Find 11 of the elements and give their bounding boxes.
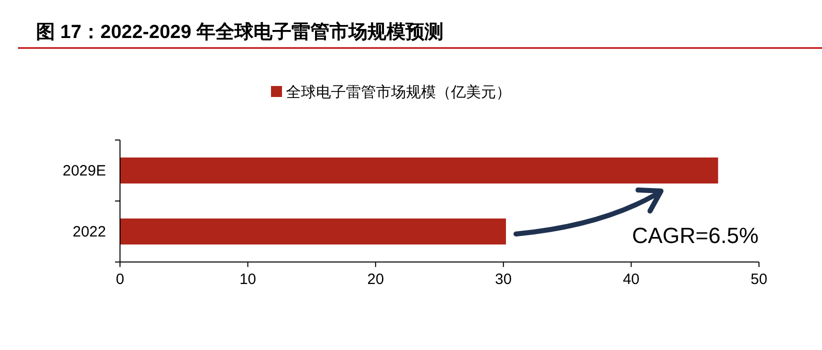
chart-title: 图 17：2022-2029 年全球电子雷管市场规模预测 bbox=[36, 21, 444, 43]
x-tick-label: 30 bbox=[495, 271, 512, 288]
x-tick-label: 50 bbox=[750, 271, 768, 288]
x-tick-label: 10 bbox=[239, 271, 256, 288]
legend-label: 全球电子雷管市场规模（亿美元） bbox=[286, 84, 511, 101]
x-tick-label: 0 bbox=[116, 271, 124, 288]
y-tick-label: 2022 bbox=[72, 224, 106, 240]
x-tick-label: 20 bbox=[367, 271, 384, 288]
annotation: CAGR=6.5% bbox=[632, 223, 759, 248]
y-tick-label: 2029E bbox=[62, 162, 106, 180]
x-tick-label: 40 bbox=[622, 271, 640, 288]
